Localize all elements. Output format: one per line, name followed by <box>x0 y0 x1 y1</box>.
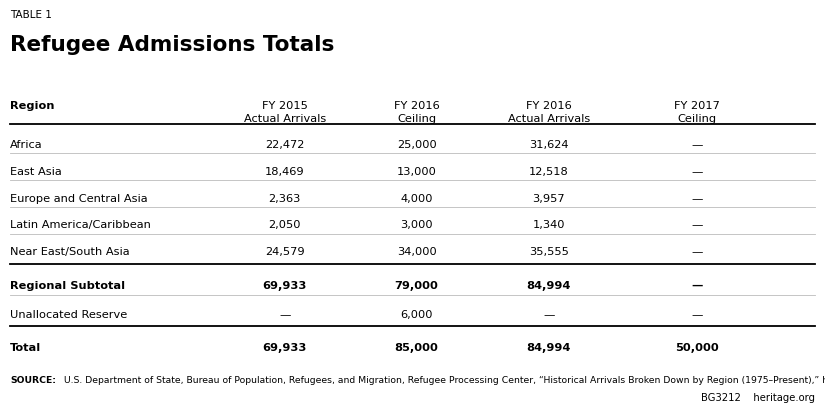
Text: 34,000: 34,000 <box>397 247 436 257</box>
Text: Regional Subtotal: Regional Subtotal <box>10 281 125 291</box>
Text: 50,000: 50,000 <box>675 343 719 353</box>
Text: 79,000: 79,000 <box>394 281 439 291</box>
Text: —: — <box>543 310 554 320</box>
Text: —: — <box>279 310 290 320</box>
Text: —: — <box>691 140 703 150</box>
Text: 25,000: 25,000 <box>397 140 436 150</box>
Text: U.S. Department of State, Bureau of Population, Refugees, and Migration, Refugee: U.S. Department of State, Bureau of Popu… <box>61 376 825 385</box>
Text: 35,555: 35,555 <box>529 247 568 257</box>
Text: 22,472: 22,472 <box>265 140 304 150</box>
Text: 13,000: 13,000 <box>397 167 436 177</box>
Text: 31,624: 31,624 <box>529 140 568 150</box>
Text: 3,000: 3,000 <box>400 220 433 230</box>
Text: 1,340: 1,340 <box>532 220 565 230</box>
Text: —: — <box>691 247 703 257</box>
Text: 3,957: 3,957 <box>532 194 565 204</box>
Text: —: — <box>691 194 703 204</box>
Text: 69,933: 69,933 <box>262 343 307 353</box>
Text: Unallocated Reserve: Unallocated Reserve <box>10 310 127 320</box>
Text: FY 2015
Actual Arrivals: FY 2015 Actual Arrivals <box>243 101 326 124</box>
Text: —: — <box>691 281 703 291</box>
Text: BG3212    heritage.org: BG3212 heritage.org <box>701 393 815 403</box>
Text: 2,050: 2,050 <box>268 220 301 230</box>
Text: Region: Region <box>10 101 54 111</box>
Text: 69,933: 69,933 <box>262 281 307 291</box>
Text: 2,363: 2,363 <box>268 194 301 204</box>
Text: 85,000: 85,000 <box>394 343 439 353</box>
Text: 4,000: 4,000 <box>400 194 433 204</box>
Text: —: — <box>691 220 703 230</box>
Text: Africa: Africa <box>10 140 43 150</box>
Text: FY 2016
Ceiling: FY 2016 Ceiling <box>394 101 440 124</box>
Text: Near East/South Asia: Near East/South Asia <box>10 247 130 257</box>
Text: Total: Total <box>10 343 41 353</box>
Text: 84,994: 84,994 <box>526 343 571 353</box>
Text: 12,518: 12,518 <box>529 167 568 177</box>
Text: 6,000: 6,000 <box>400 310 433 320</box>
Text: 84,994: 84,994 <box>526 281 571 291</box>
Text: TABLE 1: TABLE 1 <box>10 10 52 20</box>
Text: SOURCE:: SOURCE: <box>10 376 56 385</box>
Text: 24,579: 24,579 <box>265 247 304 257</box>
Text: East Asia: East Asia <box>10 167 62 177</box>
Text: Refugee Admissions Totals: Refugee Admissions Totals <box>10 35 334 55</box>
Text: —: — <box>691 310 703 320</box>
Text: Latin America/Caribbean: Latin America/Caribbean <box>10 220 151 230</box>
Text: 18,469: 18,469 <box>265 167 304 177</box>
Text: Europe and Central Asia: Europe and Central Asia <box>10 194 148 204</box>
Text: FY 2017
Ceiling: FY 2017 Ceiling <box>674 101 720 124</box>
Text: —: — <box>691 167 703 177</box>
Text: FY 2016
Actual Arrivals: FY 2016 Actual Arrivals <box>507 101 590 124</box>
